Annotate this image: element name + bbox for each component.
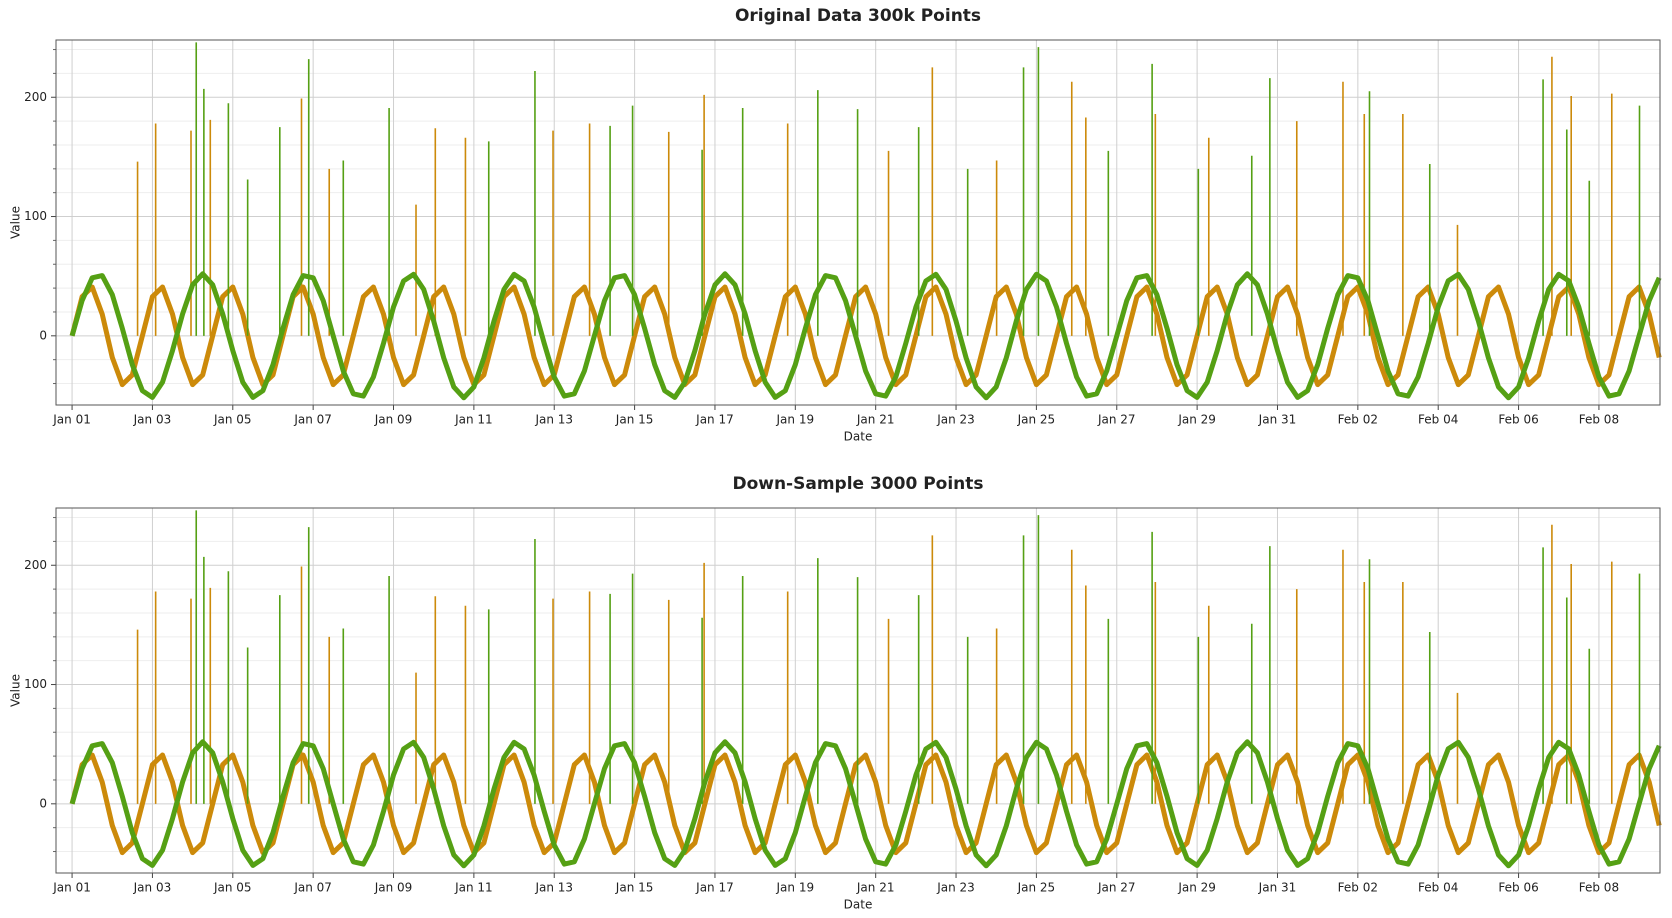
x-tick-label: Jan 23 [936, 881, 975, 895]
x-tick-label: Jan 05 [213, 881, 252, 895]
x-tick-label: Feb 08 [1579, 413, 1619, 427]
x-tick-label: Jan 11 [454, 413, 493, 427]
chart-title: Original Data 300k Points [735, 6, 981, 26]
x-tick-label: Jan 19 [776, 413, 815, 427]
x-tick-label: Jan 15 [615, 413, 654, 427]
x-tick-label: Jan 21 [856, 413, 895, 427]
y-tick-label: 100 [24, 209, 47, 223]
x-tick-label: Jan 21 [856, 881, 895, 895]
y-tick-label: 200 [24, 90, 47, 104]
x-tick-label: Jan 01 [52, 881, 91, 895]
x-tick-label: Jan 13 [534, 881, 573, 895]
series-line [69, 271, 1662, 401]
x-tick-label: Jan 09 [374, 413, 413, 427]
x-tick-label: Jan 31 [1258, 881, 1297, 895]
x-tick-label: Feb 08 [1579, 881, 1619, 895]
x-tick-label: Feb 02 [1338, 881, 1378, 895]
plot-frame [55, 39, 1661, 406]
series-line [69, 284, 1662, 388]
x-tick-label: Jan 25 [1017, 413, 1056, 427]
y-tick-label: 100 [24, 677, 47, 691]
x-tick-label: Feb 02 [1338, 413, 1378, 427]
x-tick-label: Jan 17 [695, 413, 734, 427]
y-tick-label: 0 [39, 328, 47, 342]
x-tick-label: Jan 07 [293, 413, 332, 427]
x-tick-label: Jan 03 [133, 881, 172, 895]
chart-title: Down-Sample 3000 Points [732, 474, 983, 494]
x-tick-label: Jan 23 [936, 413, 975, 427]
x-tick-label: Feb 06 [1498, 881, 1538, 895]
x-tick-label: Feb 04 [1418, 413, 1458, 427]
x-tick-label: Jan 05 [213, 413, 252, 427]
chart-panel: Down-Sample 3000 Points Date Value 0 100 200 J… [9, 474, 1662, 912]
x-tick-label: Jan 01 [52, 413, 91, 427]
x-tick-label: Feb 06 [1498, 413, 1538, 427]
x-tick-label: Jan 03 [133, 413, 172, 427]
x-tick-label: Jan 19 [776, 881, 815, 895]
x-tick-label: Jan 15 [615, 881, 654, 895]
series-line [69, 752, 1662, 856]
y-tick-label: 200 [24, 558, 47, 572]
x-axis-label: Date [844, 898, 873, 912]
x-tick-label: Jan 09 [374, 881, 413, 895]
plot-frame [55, 507, 1661, 874]
x-tick-label: Jan 25 [1017, 881, 1056, 895]
x-tick-label: Jan 27 [1097, 413, 1136, 427]
x-tick-label: Jan 29 [1177, 413, 1216, 427]
x-tick-label: Jan 11 [454, 881, 493, 895]
x-axis-label: Date [844, 430, 873, 444]
x-tick-label: Jan 31 [1258, 413, 1297, 427]
y-tick-label: 0 [39, 796, 47, 810]
x-tick-label: Jan 13 [534, 413, 573, 427]
x-tick-label: Jan 07 [293, 881, 332, 895]
x-tick-label: Jan 17 [695, 881, 734, 895]
y-axis-label: Value [9, 206, 23, 239]
x-tick-label: Jan 27 [1097, 881, 1136, 895]
x-tick-label: Jan 29 [1177, 881, 1216, 895]
x-tick-label: Feb 04 [1418, 881, 1458, 895]
series-line [69, 739, 1662, 869]
y-axis-label: Value [9, 674, 23, 707]
chart-panel: Original Data 300k Points Date Value 0 100 20… [9, 6, 1662, 444]
